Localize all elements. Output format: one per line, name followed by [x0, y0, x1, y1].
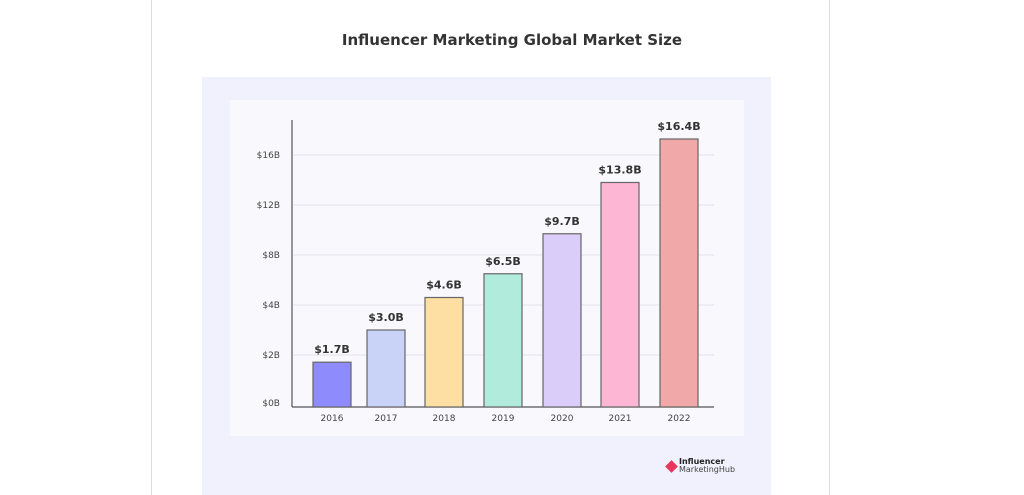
logo-line1: Influencer — [679, 457, 725, 466]
data-label: $1.7B — [314, 343, 350, 356]
bar-2022 — [659, 138, 699, 408]
x-tick-label: 2019 — [492, 414, 515, 424]
y-tick-label: $12B — [257, 201, 280, 211]
y-tick-label: $2B — [262, 351, 280, 361]
y-tick-label: $8B — [262, 251, 280, 261]
data-label: $3.0B — [368, 311, 404, 324]
data-label: $16.4B — [657, 120, 700, 133]
y-tick-label: $16B — [257, 151, 280, 161]
data-label: $9.7B — [544, 215, 580, 228]
chart-title: Influencer Marketing Global Market Size — [341, 31, 683, 49]
bar-2021 — [600, 181, 640, 408]
x-tick-label: 2017 — [375, 414, 398, 424]
bar-2019 — [483, 273, 523, 408]
bar-2016 — [312, 361, 352, 408]
logo-line2: MarketingHub — [679, 465, 736, 474]
y-tick-label: $0B — [262, 399, 280, 409]
x-tick-label: 2016 — [321, 414, 344, 424]
x-tick-label: 2021 — [609, 414, 632, 424]
data-label: $13.8B — [598, 164, 641, 177]
y-tick-label: $4B — [262, 301, 280, 311]
bar-2018 — [424, 296, 464, 408]
data-label: $4.6B — [426, 279, 462, 292]
bar-2017 — [366, 329, 406, 408]
x-tick-label: 2022 — [668, 414, 691, 424]
logo-diamond-icon — [665, 459, 678, 473]
bar-2020 — [542, 233, 582, 408]
x-tick-label: 2020 — [551, 414, 574, 424]
influencer-marketing-hub-logo: Influencer MarketingHub — [665, 457, 736, 474]
data-label: $6.5B — [485, 255, 521, 268]
x-tick-label: 2018 — [433, 414, 456, 424]
